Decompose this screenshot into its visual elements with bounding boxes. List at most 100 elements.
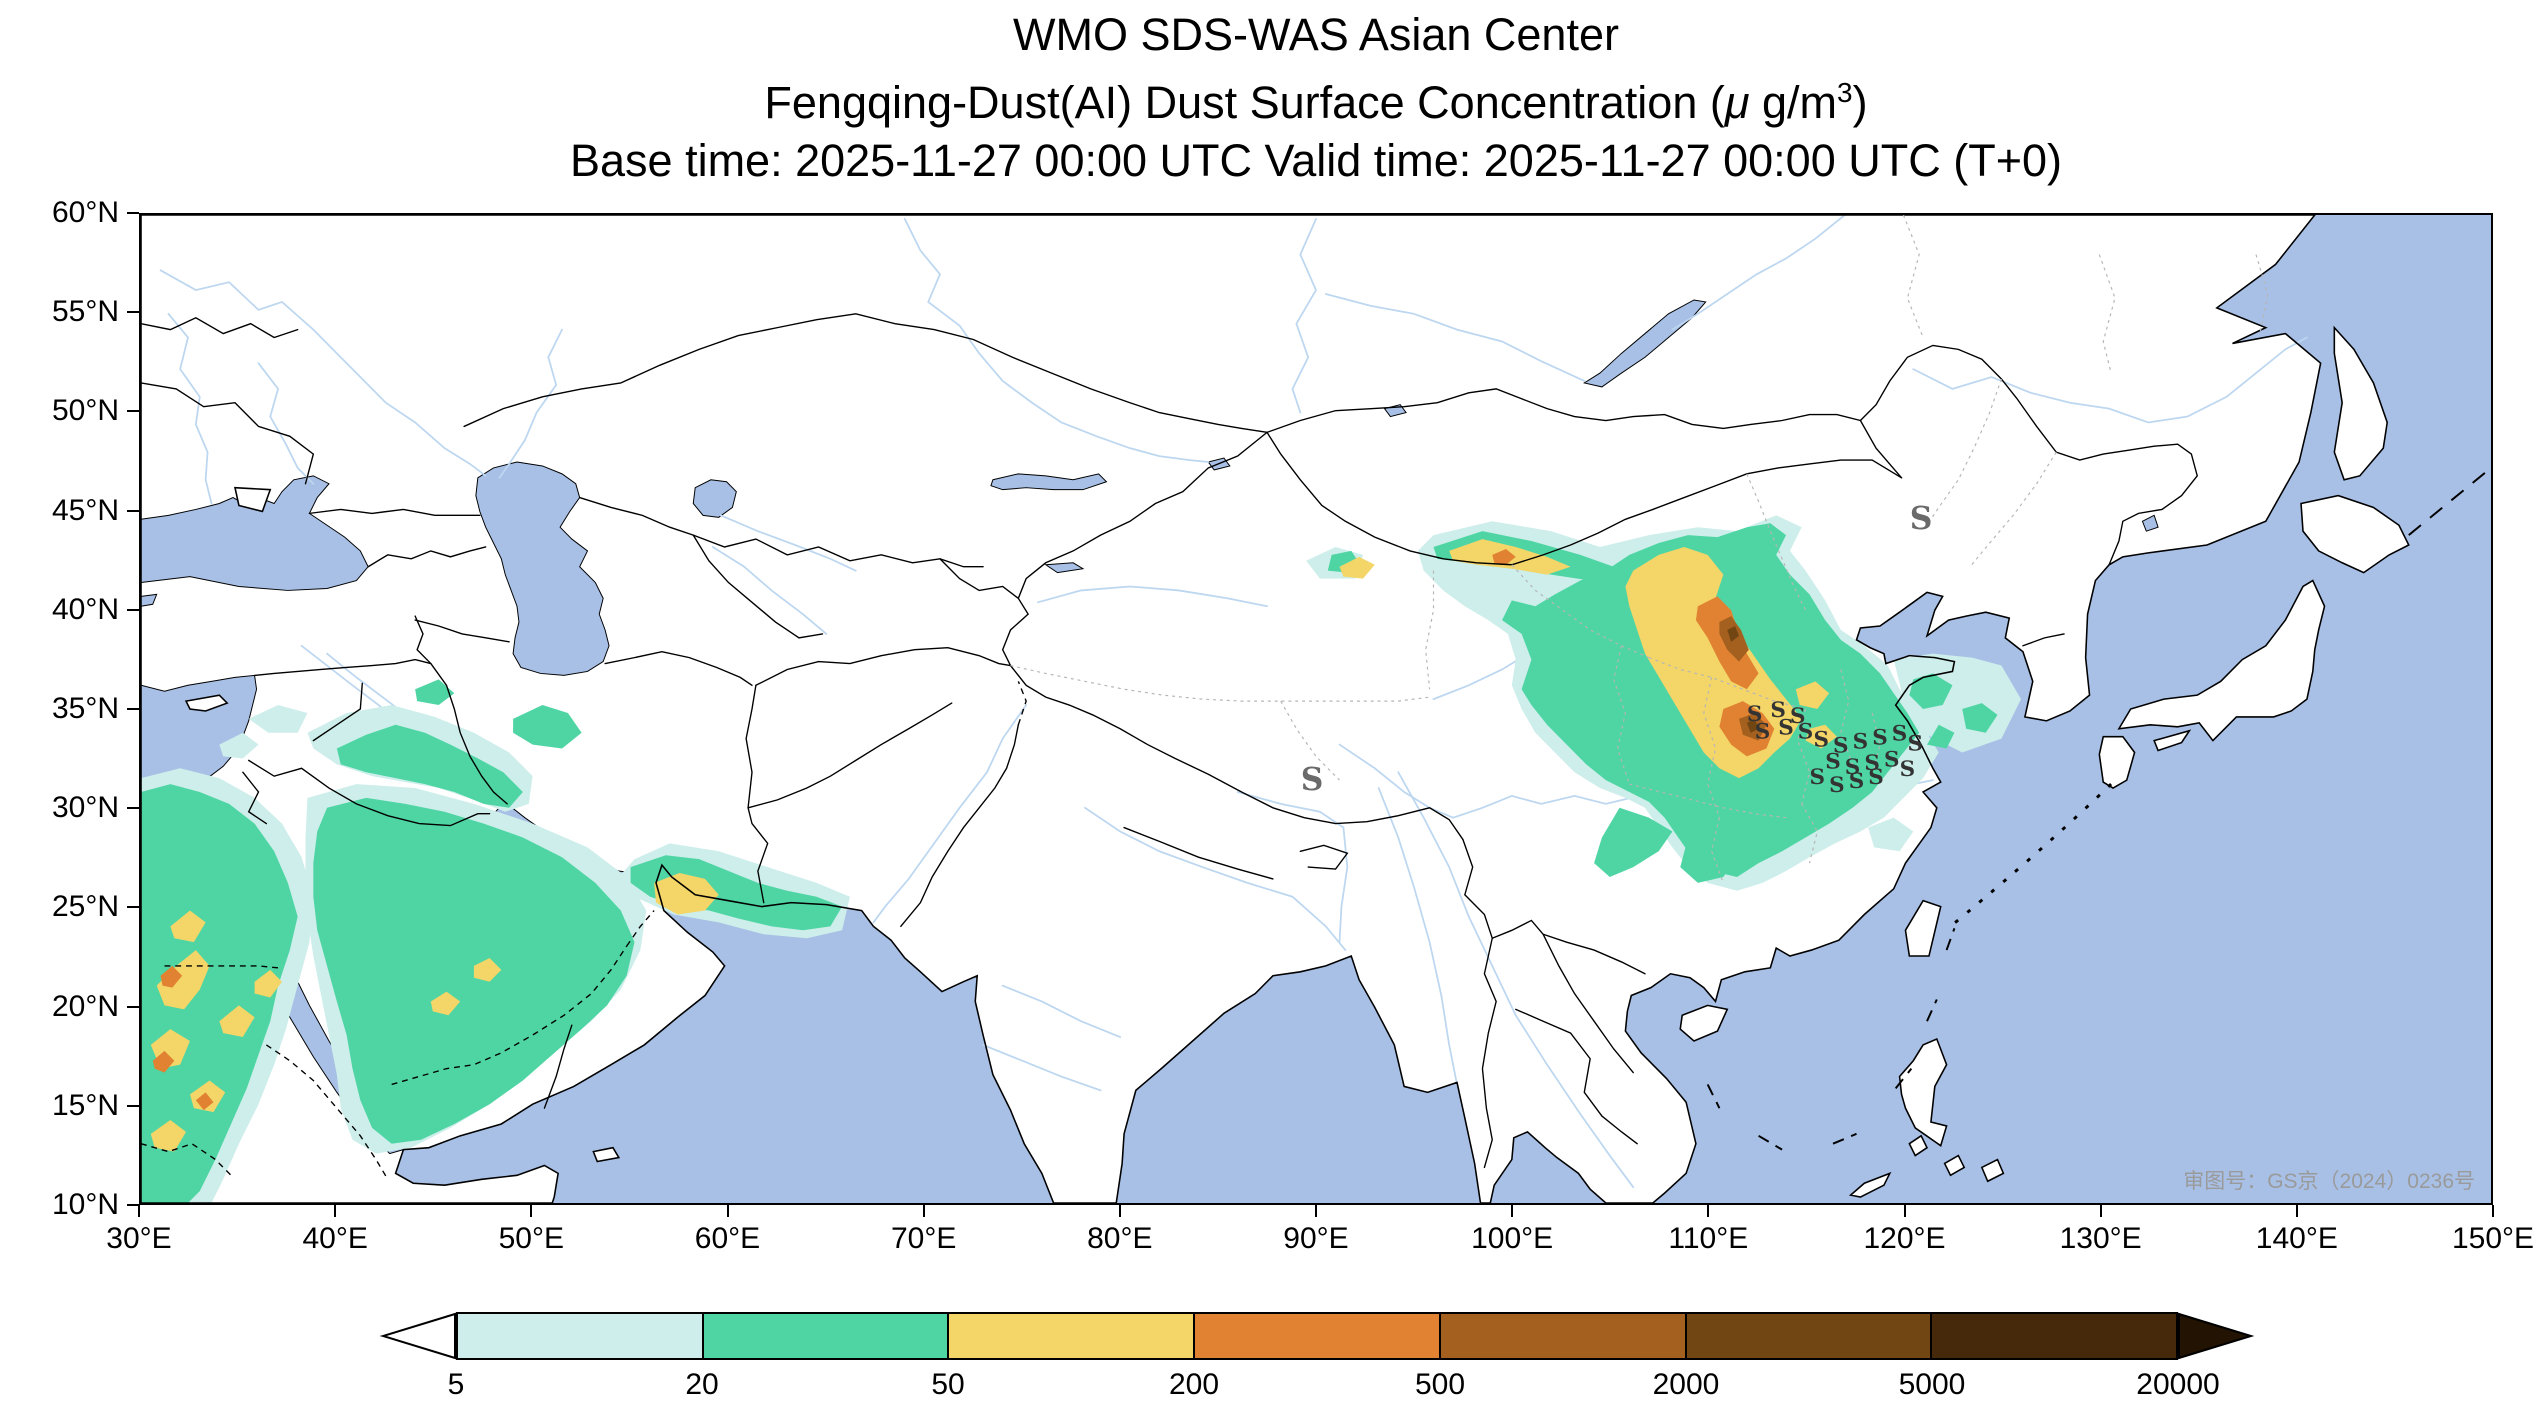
y-axis-label: 25°N (51, 890, 119, 924)
rivers (159, 215, 2308, 1203)
colorbar-tick-label: 20 (685, 1368, 719, 1401)
y-axis-tick (127, 608, 139, 611)
page-title: WMO SDS-WAS Asian Center (1013, 9, 1619, 60)
dust-storm-symbol: S (1755, 720, 1771, 745)
dust-storm-symbol-large: S (1301, 761, 1324, 798)
y-axis-tick (127, 410, 139, 413)
dust-overlay-2000-5000 (1727, 626, 1759, 733)
x-axis-label: 90°E (1283, 1222, 1349, 1255)
dust-storm-symbol: S (1864, 751, 1880, 776)
dust-storm-symbol-cluster: S S SS S S S S S S S SS S S S SS S S S (1747, 698, 1923, 798)
dust-storm-symbol: S (1845, 755, 1861, 780)
colorbar-tick-label: 500 (1414, 1368, 1466, 1401)
dust-storm-symbol: S (1829, 773, 1845, 798)
y-axis-label: 10°N (51, 1188, 119, 1221)
dust-storm-symbol-large: S (1910, 500, 1933, 537)
dust-storm-symbol: S (1849, 769, 1865, 794)
x-axis-tick (138, 1205, 140, 1217)
colorbar-segment (458, 1314, 702, 1358)
x-axis-tick (1315, 1205, 1317, 1217)
mu-symbol: μ (1724, 77, 1750, 128)
y-axis-label: 35°N (51, 692, 119, 725)
dust-storm-symbol: S (1833, 733, 1849, 758)
dust-storm-symbol: S (1872, 725, 1888, 750)
colorbar-tick-label: 20000 (2136, 1368, 2220, 1401)
x-axis-label: 80°E (1087, 1222, 1153, 1255)
colorbar-over-arrow (2178, 1312, 2254, 1360)
x-axis-tick (2099, 1205, 2102, 1217)
colorbar-segment (1193, 1314, 1439, 1358)
lake-issyk-kul (1044, 562, 1085, 574)
x-axis-label: 140°E (2255, 1222, 2338, 1255)
x-axis-label: 50°E (498, 1222, 565, 1255)
colorbar (380, 1312, 2254, 1360)
y-axis-tick (127, 807, 139, 810)
lake-baikal (1583, 299, 1707, 388)
dust-storm-symbol: S (1778, 716, 1794, 741)
colorbar-tick-label: 5 (447, 1368, 465, 1401)
colorbar-strip (456, 1312, 2178, 1360)
dust-concentration-map: S S SS S S S S S S S SS S S S SS S S S SS (141, 215, 2491, 1203)
y-axis-label: 40°N (51, 592, 119, 626)
colorbar-tick-label: 5000 (1898, 1368, 1966, 1401)
dust-storm-symbol: S (1884, 747, 1900, 772)
x-axis-tick (1511, 1205, 1514, 1217)
caspian-sea (475, 461, 610, 676)
x-axis-label: 70°E (890, 1222, 957, 1255)
colorbar-segment (701, 1314, 948, 1358)
province-borders (1010, 215, 2269, 884)
x-axis-tick (1903, 1205, 1906, 1217)
colorbar-tick-label: 200 (1168, 1368, 1220, 1401)
y-axis-tick (127, 509, 139, 512)
y-axis-label: 50°N (51, 394, 119, 428)
x-axis-tick (2492, 1205, 2494, 1217)
x-axis-label: 30°E (106, 1222, 172, 1255)
x-axis-label: 100°E (1471, 1222, 1554, 1255)
dust-storm-symbol: S (1892, 722, 1908, 747)
x-axis-tick (2295, 1205, 2298, 1217)
y-axis-tick (127, 1204, 139, 1206)
x-axis-label: 120°E (1863, 1222, 1946, 1255)
subtitle-unit: g/m (1749, 77, 1838, 128)
y-axis-label: 60°N (51, 196, 119, 229)
x-axis-label: 130°E (2059, 1222, 2142, 1255)
x-axis-tick (922, 1205, 925, 1217)
x-axis-label: 110°E (1668, 1222, 1749, 1255)
dust-storm-symbol: S (1900, 757, 1916, 782)
y-axis-tick (127, 1104, 139, 1107)
colorbar-labels: 5 20 50 200 500 2000 5000 20000 (448, 1368, 2220, 1404)
x-axis-label: 40°E (302, 1222, 368, 1255)
y-axis-tick (127, 1005, 139, 1008)
x-axis-tick (1707, 1205, 1710, 1217)
x-axis-tick (530, 1205, 533, 1217)
dust-storm-symbol: S (1868, 765, 1884, 790)
x-axis-label: 60°E (694, 1222, 761, 1255)
subtitle-exponent: 3 (1837, 77, 1853, 108)
country-borders (141, 313, 2199, 1169)
colorbar-tick-label: 2000 (1652, 1368, 1720, 1401)
y-axis-tick (127, 311, 139, 314)
x-axis-label: 150°E (2451, 1222, 2534, 1255)
y-axis-label: 15°N (51, 1088, 119, 1122)
dust-storm-symbol: S (1810, 765, 1826, 790)
y-axis-tick (127, 906, 139, 909)
map-approval-watermark: 审图号：GS京（2024）0236号 (2183, 1170, 2475, 1193)
dust-storm-symbols-large: SS (1301, 500, 1933, 798)
y-axis-tick (127, 212, 139, 214)
colorbar-segment (1684, 1314, 1931, 1358)
y-axis-label: 30°N (51, 791, 119, 825)
dust-storm-symbol: S (1798, 720, 1814, 745)
aral-sea (692, 479, 737, 518)
subtitle-close: ) (1852, 77, 1868, 128)
y-axis-label: 55°N (51, 295, 119, 329)
colorbar-segment (947, 1314, 1194, 1358)
figure-subtitle: Fengqing-Dust(AI) Dust Surface Concentra… (139, 64, 2493, 132)
lake-balkhash (990, 473, 1108, 491)
black-sea (141, 475, 369, 591)
sea-of-marmara (141, 593, 158, 607)
x-axis-tick (334, 1205, 337, 1217)
colorbar-segment (1930, 1314, 2177, 1358)
subtitle-text: Fengqing-Dust(AI) Dust Surface Concentra… (764, 77, 1725, 128)
